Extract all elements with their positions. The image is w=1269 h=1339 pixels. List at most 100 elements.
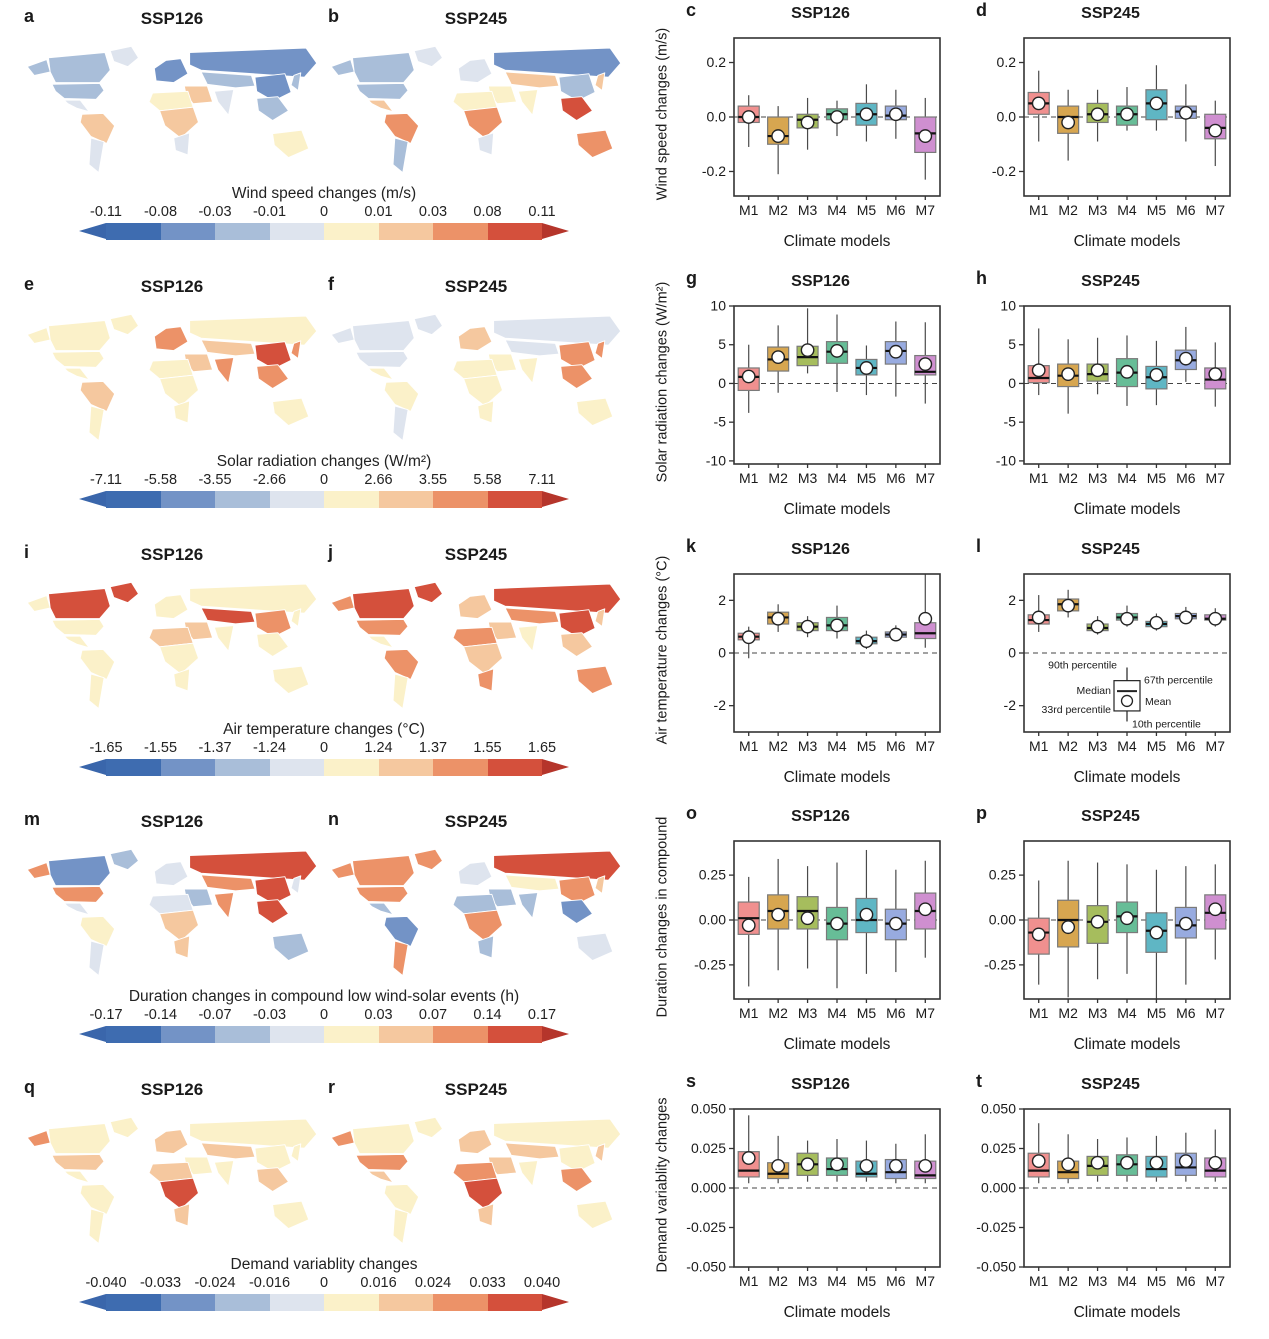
colorbar-bar [79, 490, 569, 508]
mean-marker [1090, 107, 1105, 122]
x-tick-label: M3 [798, 1273, 818, 1289]
panel-title-d: SSP245 [1081, 5, 1140, 22]
map-region-usa [355, 82, 409, 100]
map-region-japan [594, 1143, 606, 1163]
x-tick-label: M1 [739, 470, 759, 486]
map-region-safrica [477, 935, 495, 959]
map-region-greenland [413, 849, 443, 871]
mean-marker [800, 911, 815, 926]
map-region-canada [48, 319, 111, 351]
boxplots-section-duration: Duration changes in compound o SSP126 0.25 0… [648, 803, 1269, 1071]
x-tick-label: M1 [739, 1005, 759, 1021]
map-region-casia [200, 71, 256, 89]
map-region-canada [352, 1123, 415, 1155]
x-tick-label: M2 [1058, 202, 1078, 218]
map-region-alaska [26, 862, 51, 880]
plot-frame [733, 840, 941, 1001]
map-region-samS [392, 1208, 409, 1245]
y-tick-label: -0.050 [976, 1259, 1016, 1275]
mean-marker [1208, 611, 1223, 626]
figure-row-solar: e SSP126 f SSP245 Solar radiation changes (W… [0, 268, 1269, 536]
map-region-safrica [173, 667, 191, 691]
map-region-canada [48, 1123, 111, 1155]
mean-marker [859, 107, 874, 122]
mean-marker [1120, 107, 1134, 122]
y-tick-label: 0.050 [981, 1101, 1016, 1117]
colorbar-segment [433, 1026, 488, 1044]
map-region-usa [51, 886, 105, 904]
mean-marker [1061, 1157, 1076, 1172]
boxplot-panel-k: k SSP126 2 0 -2 M1 M2 M3 M4 M5 M6 M7 Climate models [678, 536, 963, 804]
mean-marker [1061, 115, 1076, 130]
x-tick-label: M6 [1176, 1005, 1196, 1021]
map-region-alaska [26, 59, 51, 76]
map-region-wafrica [463, 910, 503, 942]
y-tick-label: 0.00 [699, 912, 726, 928]
map-region-india [213, 89, 235, 116]
map-region-usa [51, 82, 105, 100]
map-region-safrica [173, 400, 191, 424]
colorbar-segment [487, 1026, 542, 1044]
map-region-mexico [63, 903, 90, 916]
panel-title-o: SSP126 [791, 808, 850, 826]
panel-title-g: SSP126 [791, 272, 850, 290]
mean-marker [830, 110, 844, 124]
map-region-samN [79, 112, 116, 144]
y-tick-label: 5 [718, 336, 726, 352]
x-axis-label: Climate models [784, 1036, 891, 1053]
world-map-b [330, 45, 622, 173]
mean-marker [1149, 367, 1164, 382]
map-region-china [558, 73, 596, 102]
colorbar-segment [324, 758, 379, 776]
map-region-wafrica [159, 1177, 199, 1210]
map-region-greenland [413, 45, 443, 68]
colorbar-segment [433, 490, 488, 508]
map-region-canada [352, 587, 415, 619]
map-region-samN [79, 916, 116, 948]
boxplots-section-temperature: Air temperature changes (°C) k SSP126 2 0 -2 M… [648, 536, 1269, 804]
x-tick-label: M3 [798, 738, 818, 754]
panel-letter-i: i [24, 541, 30, 562]
plot-frame [1023, 304, 1231, 465]
colorbar-right-arrow [542, 223, 569, 239]
colorbar-bar [79, 1026, 569, 1044]
map-region-mexico [367, 367, 394, 380]
map-title-m: SSP126 [140, 812, 204, 832]
x-axis-label: Climate models [1074, 769, 1181, 786]
map-region-europe [457, 1129, 493, 1155]
y-tick-label: 0.2 [997, 54, 1017, 70]
mean-marker [1120, 611, 1134, 626]
panel-letter-s: s [686, 1071, 697, 1092]
mean-marker [741, 629, 756, 644]
map-region-australia [576, 397, 614, 426]
x-tick-label: M2 [768, 738, 788, 754]
colorbar-title: Wind speed changes (m/s) [231, 185, 417, 202]
x-tick-label: M1 [1029, 470, 1049, 486]
panel-title-l: SSP245 [1081, 540, 1140, 558]
colorbar-tick-label: 1.24 [364, 739, 393, 756]
y-axis-label-wind: Wind speed changes (m/s) [648, 2, 678, 268]
legend-label-90th: 90th percentile [1048, 659, 1117, 671]
map-region-wafrica [159, 106, 199, 139]
map-region-safrica [477, 667, 495, 691]
mean-marker [918, 1159, 933, 1173]
colorbar-tick-label: 0.07 [418, 1007, 448, 1024]
mean-marker [859, 360, 874, 375]
colorbar-segment [433, 758, 488, 776]
boxplot-panel-d: d SSP245 0.2 0.0 -0.2 M1 M2 M3 M4 M5 M6 M7 Climate m… [968, 0, 1253, 268]
x-axis-label: Climate models [1074, 501, 1181, 518]
map-region-greenland [413, 581, 443, 603]
x-tick-label: M4 [827, 470, 847, 486]
maps-section-duration: m SSP126 n SSP245 Duration changes in compou… [0, 803, 648, 1071]
map-region-seasia [256, 1167, 289, 1193]
map-region-japan [290, 875, 302, 895]
x-tick-label: M5 [857, 1273, 877, 1289]
boxplot-svg-g: 10 5 0 -5 -10 M1 M2 M3 M4 M5 M6 M7 Climate models [706, 298, 941, 518]
colorbar-duration: Duration changes in compound low wind-so… [79, 988, 569, 1044]
mean-marker [830, 343, 844, 358]
y-tick-label: -10 [706, 452, 726, 468]
colorbar-segment [106, 1026, 161, 1044]
map-region-mexico [63, 1170, 90, 1184]
map-region-seasia [256, 899, 289, 925]
